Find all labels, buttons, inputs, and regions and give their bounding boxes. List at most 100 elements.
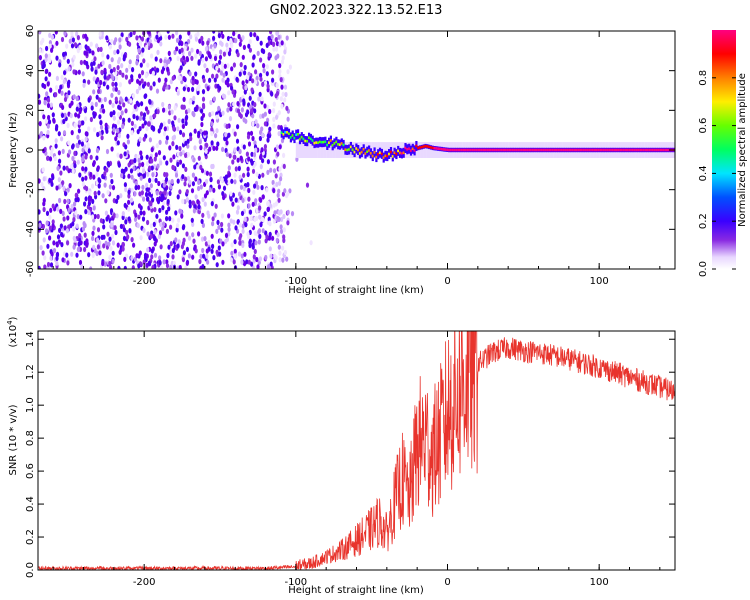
spectrogram-cell	[117, 265, 121, 269]
spectrogram-cell	[114, 86, 118, 92]
colorbar-ticks: 0.00.20.40.60.8	[698, 70, 736, 277]
spectrogram-cell	[48, 71, 52, 77]
spectrogram-cell	[200, 108, 204, 114]
spectrogram-cell	[99, 46, 103, 53]
spectrogram-cell	[277, 197, 281, 203]
spectrogram-band-cell	[308, 142, 312, 158]
ridge-core-cell	[402, 151, 405, 155]
colorbar-tick-label: 0.8	[698, 70, 709, 86]
spectrogram-cell	[104, 198, 108, 204]
spectrogram-cell	[94, 101, 98, 107]
spectrogram-cell	[166, 252, 170, 259]
spectrogram-cell	[121, 214, 125, 221]
ridge-core-cell	[566, 148, 569, 152]
spectrogram-cell	[120, 63, 124, 69]
spectrogram-cell	[272, 108, 276, 114]
spectrogram-cell	[219, 238, 223, 244]
spectrogram-cell	[169, 184, 173, 190]
spectrogram-cell	[44, 68, 48, 75]
spectrogram-cell	[42, 114, 46, 120]
spectrogram-cell	[280, 59, 284, 65]
spectrogram-cell	[49, 102, 54, 108]
spectrogram-cell	[54, 92, 58, 98]
spectrogram-cell	[75, 252, 79, 258]
spectrogram-cell	[277, 180, 282, 186]
spectrogram-cell	[66, 240, 70, 246]
spectrogram-cell	[256, 123, 260, 129]
spectrogram-cell	[257, 229, 261, 235]
spectrogram-cell	[182, 75, 186, 82]
ridge-core-cell	[606, 148, 609, 152]
spectrogram-cell	[253, 32, 257, 38]
spectrogram-cell	[76, 35, 80, 41]
spectrogram-cell	[234, 197, 238, 203]
spectrogram-cell	[72, 226, 76, 232]
spectrogram-cell	[224, 147, 228, 154]
spectrogram-cell	[116, 65, 120, 71]
spectrogram-cell	[49, 207, 53, 213]
spectrogram-cell	[135, 60, 139, 66]
spectrogram-cell	[134, 185, 138, 191]
spectrogram-cell	[172, 154, 176, 160]
spectrogram-cell	[54, 31, 58, 35]
spectrogram-cell	[150, 53, 154, 59]
ridge-core-cell	[581, 148, 584, 152]
spectrogram-cell	[170, 178, 174, 185]
spectrogram-cell	[279, 224, 283, 230]
spectrogram-cell	[60, 231, 64, 238]
spectrogram-cell	[84, 154, 88, 160]
spectrogram-cell	[278, 257, 282, 263]
spectrogram-cell	[98, 31, 102, 37]
spectrogram-cell	[59, 84, 63, 90]
spectrogram-cell	[175, 37, 180, 44]
spectrogram-cell	[248, 39, 252, 45]
spectrogram-cell	[164, 176, 169, 183]
spectrogram-cell	[135, 100, 139, 106]
spectrogram-cell	[199, 253, 203, 259]
spectrogram-cell	[206, 86, 210, 92]
spectrogram-cell	[226, 77, 230, 83]
spectrogram-cell	[236, 219, 240, 225]
spectrogram-cell	[153, 113, 157, 119]
spectrogram-cell	[274, 201, 278, 207]
spectrogram-cell	[281, 257, 285, 263]
spectrogram-cell	[203, 236, 207, 242]
ridge-core-cell	[530, 148, 533, 152]
spectrogram-cell	[259, 76, 263, 82]
spectrogram-cell	[162, 155, 166, 161]
ridge-core-cell	[442, 148, 445, 151]
spectrogram-cell	[92, 76, 96, 82]
spectrogram-cell	[162, 107, 166, 113]
spectrogram-cell	[76, 159, 80, 165]
spectrogram-cell	[277, 188, 281, 194]
spectrogram-cell	[275, 82, 279, 88]
spectrogram-cell	[99, 218, 103, 224]
spectrogram-cell	[182, 250, 186, 256]
spectrogram-cell	[274, 37, 278, 43]
ridge-core-cell	[537, 148, 540, 152]
ridge-core-cell	[473, 148, 476, 152]
spectrogram-cell	[72, 54, 76, 60]
x-tick-label: 0	[444, 276, 450, 287]
spectrogram-cell	[103, 74, 107, 80]
spectrogram-cell	[176, 90, 180, 96]
ridge-core-cell	[435, 147, 438, 150]
spectrogram-cell	[155, 213, 159, 219]
spectrogram-cell	[265, 42, 269, 49]
spectrogram-cell	[60, 90, 64, 96]
spectrogram-cell	[111, 258, 115, 264]
spectrogram-cell	[41, 167, 45, 173]
spectrogram-cell	[232, 62, 236, 68]
spectrogram-cell	[242, 144, 246, 150]
spectrogram-cell	[262, 63, 266, 69]
spectrogram-cell	[178, 189, 182, 195]
spectrogram-cell	[105, 167, 109, 173]
spectrogram-cell	[288, 64, 292, 70]
spectrogram-cell	[145, 182, 149, 188]
spectrogram-cell	[65, 43, 69, 49]
spectrogram-cell	[141, 123, 145, 129]
spectrogram-cell	[212, 31, 216, 34]
ridge-core-cell	[657, 148, 660, 152]
spectrogram-cell	[224, 174, 228, 180]
